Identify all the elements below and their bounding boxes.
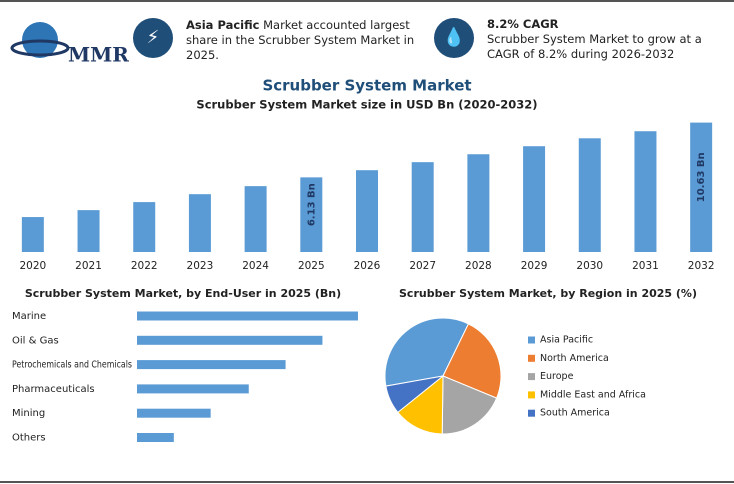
bar [244,186,267,252]
bar [133,202,156,252]
y-tick-label: Others [12,433,46,444]
x-tick-label: 2021 [75,260,102,272]
y-tick-label: Oil & Gas [12,335,59,346]
callout: 8.2% CAGR Scrubber System Market to grow … [487,17,732,62]
legend-label: Asia Pacific [540,335,593,346]
x-tick-label: 2027 [409,260,436,272]
callout-text: Scrubber System Market to grow at a CAGR… [487,32,702,61]
chart-title: Scrubber System Market, by End-User in 2… [25,287,341,300]
legend-label: Europe [540,371,574,382]
bar [411,162,434,252]
icon: ⚡ [133,18,173,58]
x-tick-label: 2031 [632,260,659,272]
bar [578,138,601,252]
bar [523,146,546,252]
legend-swatch [528,391,535,399]
x-tick-label: 2029 [521,260,548,272]
callout-bold: Asia Pacific [186,18,260,32]
legend-swatch [528,336,535,344]
data-label: 10.63 Bn [696,152,707,202]
bar [690,122,713,252]
bar [137,335,323,345]
bar [137,433,174,442]
x-tick-label: 2025 [298,260,325,272]
data-label: 6.13 Bn [306,183,317,226]
bar [137,408,211,418]
y-tick-label: Petrochemicals and Chemicals [12,360,132,371]
x-tick-label: 2026 [354,260,381,272]
icon: 💧 [434,18,474,58]
callout-text: Market accounted largest share in the Sc… [186,18,415,62]
pie-slice [384,317,470,387]
pie-slice [385,375,444,414]
x-tick-label: 2028 [465,260,492,272]
bar [467,154,490,252]
bar [77,210,100,252]
x-tick-label: 2023 [187,260,214,272]
pie-slice [397,374,444,435]
chart-title: Scrubber System Market, by Region in 202… [399,287,697,300]
logo-ring [10,39,70,57]
legend-label: South America [540,408,610,419]
y-tick-label: Pharmaceuticals [12,384,95,395]
pie-slice [442,323,502,399]
callout: Asia Pacific Market accounted largest sh… [186,18,426,63]
chart-title: Scrubber System Market [262,77,471,95]
legend-swatch [528,409,535,417]
x-tick-label: 2030 [576,260,603,272]
chart-subtitle: Scrubber System Market size in USD Bn (2… [196,98,537,112]
bar [21,217,44,252]
bar [137,311,358,321]
legend-swatch [528,354,535,362]
callout-title: 8.2% CAGR [487,17,559,31]
y-tick-label: Marine [12,311,46,322]
bar [634,131,657,252]
bar [300,177,323,252]
legend-label: Middle East and Africa [540,389,646,400]
bar [356,170,378,252]
x-tick-label: 2024 [242,260,269,272]
bar [137,360,286,370]
bar [137,384,249,394]
x-tick-label: 2032 [688,260,715,272]
x-tick-label: 2022 [131,260,158,272]
pie-slice [441,375,498,435]
legend-label: North America [540,353,609,364]
x-tick-label: 2020 [19,260,46,272]
logo-text: MMR [68,43,129,67]
y-tick-label: Mining [12,408,45,419]
bar [188,194,211,252]
legend-swatch [528,373,535,381]
